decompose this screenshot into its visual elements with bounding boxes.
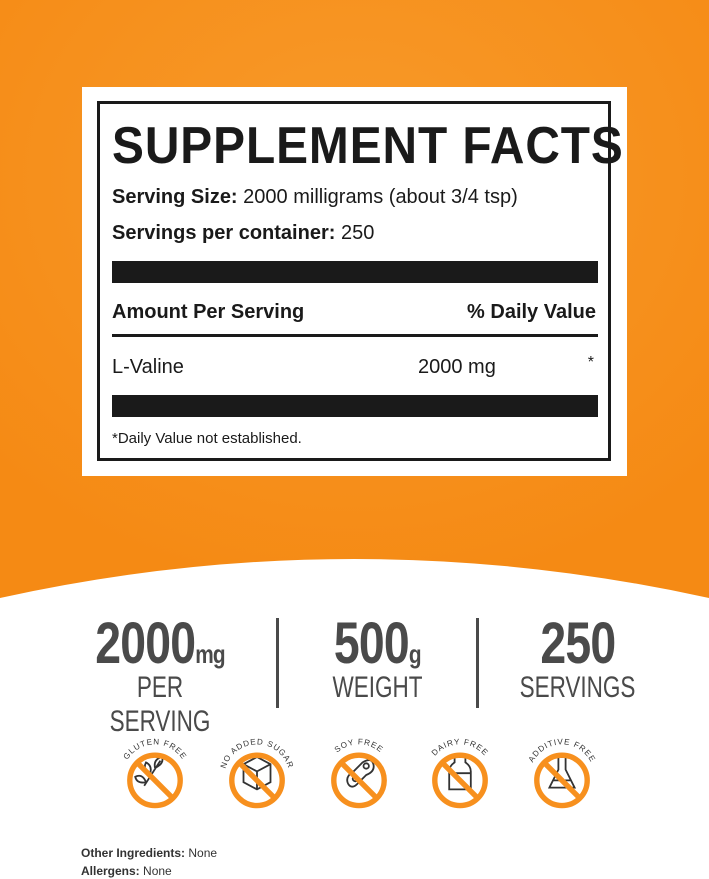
ingredient-dv: * <box>587 354 594 371</box>
stat-value: 500 <box>334 611 410 676</box>
stat-label: SERVINGS <box>519 671 636 704</box>
badge-dairy-free: DAIRY FREE <box>415 730 505 820</box>
wheat-icon <box>134 755 164 787</box>
badge-soy-free: SOY FREE <box>314 730 404 820</box>
serving-size-label: Serving Size: <box>112 186 238 208</box>
ingredient-amount: 2000 mg <box>418 356 496 378</box>
allergens-label: Allergens: <box>81 864 140 878</box>
badge-no-added-sugar: NO ADDED SUGAR <box>212 730 302 820</box>
daily-value-header: % Daily Value <box>467 301 596 323</box>
amount-header: Amount Per Serving <box>112 301 305 323</box>
prohibited-icon <box>432 752 488 809</box>
stat-servings: 250 SERVINGS <box>480 610 675 705</box>
footnote: *Daily Value not established. <box>112 430 302 447</box>
stat-value: 250 <box>539 611 616 676</box>
prohibited-icon <box>331 752 387 809</box>
badge-additive-free: ADDITIVE FREE <box>517 730 607 820</box>
servings-value: 250 <box>340 222 375 244</box>
prohibited-icon <box>127 752 183 809</box>
separator <box>276 618 279 708</box>
stat-weight: 500g WEIGHT <box>280 610 475 705</box>
stat-unit: g <box>409 639 422 669</box>
stat-per-serving: 2000mg PER SERVING <box>60 610 260 739</box>
supplement-facts-panel: SUPPLEMENT FACTS Serving Size: 2000 mill… <box>82 87 627 476</box>
stat-label: WEIGHT <box>332 671 423 704</box>
other-ingredients-label: Other Ingredients: <box>81 846 186 860</box>
stat-unit: mg <box>195 639 225 669</box>
separator <box>476 618 479 708</box>
badge-label: SOY FREE <box>333 737 385 754</box>
divider-bar <box>112 395 598 417</box>
facts-title: SUPPLEMENT FACTS <box>112 117 624 175</box>
servings-label: Servings per container: <box>112 222 336 244</box>
ingredient-name: L-Valine <box>112 356 184 378</box>
prohibited-icon <box>534 752 590 809</box>
other-ingredients-value: None <box>188 846 218 860</box>
divider-bar <box>112 261 598 283</box>
allergens-value: None <box>143 864 172 878</box>
serving-size-value: 2000 milligrams (about 3/4 tsp) <box>243 186 518 208</box>
prohibited-icon <box>229 752 285 809</box>
badge-label: ADDITIVE FREE <box>527 737 598 764</box>
stat-value: 2000 <box>95 611 196 676</box>
stat-label: PER SERVING <box>109 671 211 738</box>
divider-line <box>112 334 598 337</box>
badge-gluten-free: GLUTEN FREE <box>110 730 200 820</box>
